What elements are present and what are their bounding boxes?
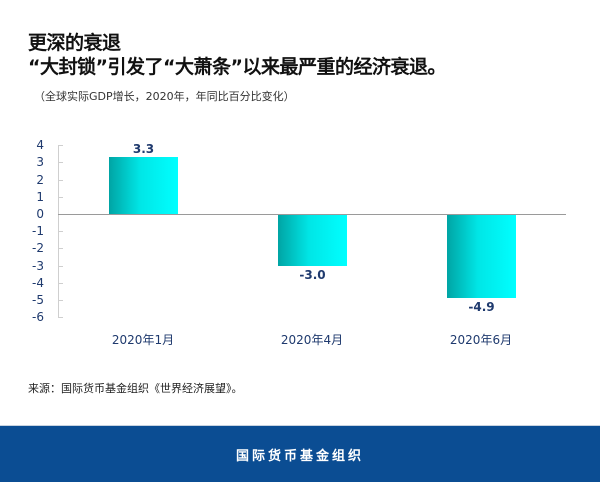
- bar-value-label: 3.3: [132, 142, 155, 157]
- y-tick-label: 4: [36, 138, 44, 153]
- bar-value-label: -3.0: [299, 267, 326, 282]
- y-tick-mark: [58, 317, 63, 319]
- y-tick-mark: [58, 145, 63, 147]
- y-tick-label: -6: [32, 310, 44, 325]
- bar: [447, 214, 516, 299]
- y-tick-mark: [58, 179, 63, 181]
- bar: [278, 214, 347, 266]
- y-tick-label: -4: [32, 275, 44, 290]
- y-tick-mark: [58, 196, 63, 198]
- y-tick-mark: [58, 282, 63, 284]
- y-tick-label: -3: [32, 258, 44, 273]
- footer-org-name: 国际货币基金组织: [235, 449, 364, 464]
- y-tick-label: 1: [36, 189, 44, 204]
- bar: [109, 157, 178, 214]
- y-tick-mark: [58, 248, 63, 250]
- chart-title: 更深的衰退: [28, 32, 121, 54]
- y-tick-label: 3: [36, 155, 44, 170]
- y-tick-mark: [58, 162, 63, 164]
- y-tick-mark: [58, 231, 63, 233]
- x-tick-label: 2020年4月: [280, 333, 344, 347]
- x-tick-label: 2020年6月: [449, 333, 513, 347]
- y-tick-label: 2: [36, 172, 44, 187]
- y-tick-label: -5: [32, 293, 44, 307]
- zero-line: [58, 214, 566, 215]
- source-note: 来源：国际货币基金组织《世界经济展望》。: [28, 382, 243, 395]
- x-tick-label: 2020年1月: [111, 333, 175, 347]
- chart-headline: “大封锁”引发了“大萧条”以来最严重的经济衰退。: [28, 56, 446, 78]
- y-tick-mark: [58, 265, 63, 267]
- bar-value-label: -4.9: [468, 300, 495, 315]
- chart-subtitle: （全球实际GDP增长，2020年，年同比百分比变化）: [34, 90, 295, 103]
- y-tick-label: -1: [32, 224, 44, 239]
- footer-banner: 国际货币基金组织: [0, 425, 600, 482]
- y-tick-label: 0: [36, 207, 44, 221]
- y-tick-label: -2: [32, 241, 44, 256]
- y-tick-mark: [58, 300, 63, 301]
